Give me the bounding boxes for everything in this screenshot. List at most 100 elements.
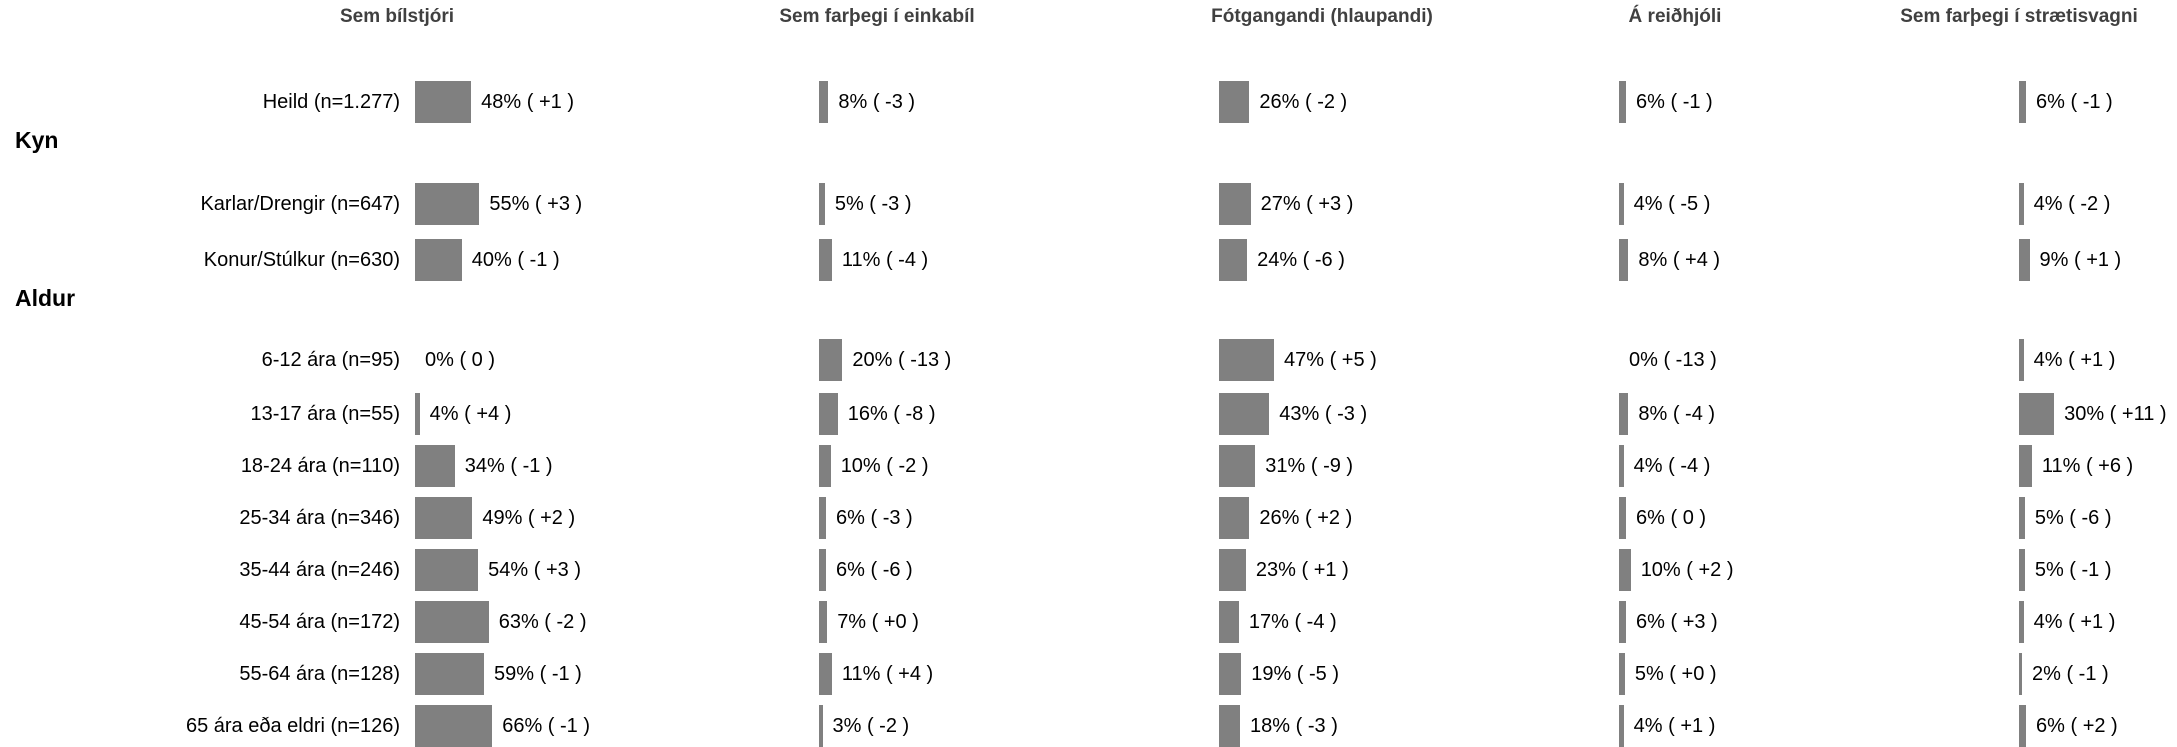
- row-label: 25-34 ára (n=346): [239, 507, 400, 529]
- data-label: 31% ( -9 ): [1265, 455, 1354, 477]
- data-label: 40% ( -1 ): [471, 249, 560, 271]
- row-label: Heild (n=1.277): [262, 91, 400, 113]
- group-label: Aldur: [15, 285, 76, 311]
- row-label: 35-44 ára (n=246): [239, 559, 400, 581]
- row-label: 65 ára eða eldri (n=126): [185, 715, 400, 737]
- bar: [415, 81, 472, 123]
- data-label: 26% ( +2 ): [1259, 507, 1353, 529]
- data-label: 5% ( +0 ): [1634, 663, 1717, 685]
- data-label: 48% ( +1 ): [481, 91, 574, 113]
- data-label: 4% ( +1 ): [1633, 715, 1716, 737]
- bar: [2019, 549, 2025, 591]
- data-label: 63% ( -2 ): [498, 611, 587, 633]
- data-label: 66% ( -1 ): [502, 715, 591, 737]
- bar: [415, 445, 455, 487]
- data-label: 10% ( -2 ): [840, 455, 929, 477]
- bar: [1219, 601, 1239, 643]
- data-label: 5% ( -6 ): [2034, 507, 2112, 529]
- data-label: 11% ( +6 ): [2041, 455, 2134, 477]
- data-label: 6% ( +3 ): [1636, 611, 1718, 633]
- bar: [2019, 183, 2024, 225]
- bar: [415, 549, 479, 591]
- data-label: 0% ( -13 ): [1629, 349, 1717, 371]
- bar: [1619, 601, 1627, 643]
- row-label: 13-17 ára (n=55): [250, 403, 400, 425]
- bar: [1219, 653, 1242, 695]
- bar: [819, 183, 825, 225]
- data-label: 6% ( -3 ): [836, 507, 913, 529]
- row-label: Konur/Stúlkur (n=630): [203, 249, 400, 271]
- data-label: 4% ( +4 ): [429, 403, 512, 425]
- bar: [415, 393, 420, 435]
- bar: [415, 497, 473, 539]
- data-label: 6% ( 0 ): [1636, 507, 1707, 529]
- data-label: 4% ( -5 ): [1633, 193, 1711, 215]
- data-label: 20% ( -13 ): [852, 349, 952, 371]
- column-title: Sem farþegi í strætisvagni: [1900, 6, 2138, 27]
- data-label: 4% ( -2 ): [2033, 193, 2111, 215]
- data-label: 16% ( -8 ): [847, 403, 936, 425]
- bar: [819, 601, 828, 643]
- bar: [1619, 239, 1629, 281]
- bar: [819, 653, 832, 695]
- bar: [2019, 339, 2024, 381]
- data-label: 4% ( +1 ): [2033, 349, 2116, 371]
- bar: [1219, 339, 1274, 381]
- data-label: 49% ( +2 ): [482, 507, 576, 529]
- bar: [819, 339, 843, 381]
- data-label: 55% ( +3 ): [489, 193, 583, 215]
- bar: [1619, 497, 1627, 539]
- data-label: 30% ( +11 ): [2064, 403, 2167, 425]
- data-label: 6% ( -1 ): [1636, 91, 1713, 113]
- bar: [2019, 445, 2032, 487]
- data-label: 6% ( -1 ): [2036, 91, 2113, 113]
- bar: [1619, 81, 1627, 123]
- bar: [2019, 497, 2025, 539]
- data-label: 8% ( -3 ): [838, 91, 916, 113]
- data-label: 0% ( 0 ): [425, 349, 496, 371]
- bar: [1619, 549, 1631, 591]
- data-label: 23% ( +1 ): [1255, 559, 1349, 581]
- bar: [415, 705, 493, 747]
- data-label: 8% ( -4 ): [1638, 403, 1716, 425]
- column-title: Fótgangandi (hlaupandi): [1211, 6, 1433, 27]
- data-label: 27% ( +3 ): [1260, 193, 1354, 215]
- data-label: 54% ( +3 ): [488, 559, 581, 581]
- bar: [1219, 239, 1248, 281]
- bar: [1219, 549, 1246, 591]
- column-title: Sem farþegi í einkabíl: [779, 6, 975, 27]
- data-label: 19% ( -5 ): [1251, 663, 1340, 685]
- data-label: 43% ( -3 ): [1279, 403, 1368, 425]
- group-label: Kyn: [15, 127, 59, 153]
- bar: [1619, 393, 1629, 435]
- bar: [819, 393, 838, 435]
- bar: [819, 445, 831, 487]
- data-label: 6% ( -6 ): [836, 559, 913, 581]
- data-label: 4% ( -4 ): [1633, 455, 1711, 477]
- bar: [1619, 445, 1624, 487]
- bar: [1219, 81, 1250, 123]
- bar: [1619, 183, 1624, 225]
- data-label: 11% ( +4 ): [841, 663, 934, 685]
- bar: [1619, 653, 1625, 695]
- data-label: 9% ( +1 ): [2039, 249, 2122, 271]
- data-label: 5% ( -3 ): [834, 193, 912, 215]
- bar: [1219, 445, 1256, 487]
- data-label: 2% ( -1 ): [2032, 663, 2109, 685]
- bar: [1219, 393, 1270, 435]
- bar: [1219, 183, 1251, 225]
- bar: [415, 183, 480, 225]
- data-label: 24% ( -6 ): [1257, 249, 1345, 271]
- bar: [1619, 705, 1624, 747]
- data-label: 34% ( -1 ): [464, 455, 553, 477]
- bar: [415, 601, 489, 643]
- data-label: 4% ( +1 ): [2033, 611, 2116, 633]
- data-label: 11% ( -4 ): [841, 249, 929, 271]
- data-label: 26% ( -2 ): [1259, 91, 1348, 113]
- row-label: 55-64 ára (n=128): [239, 663, 400, 685]
- data-label: 6% ( +2 ): [2036, 715, 2118, 737]
- bar: [1219, 705, 1241, 747]
- bar: [819, 549, 827, 591]
- bar: [415, 653, 485, 695]
